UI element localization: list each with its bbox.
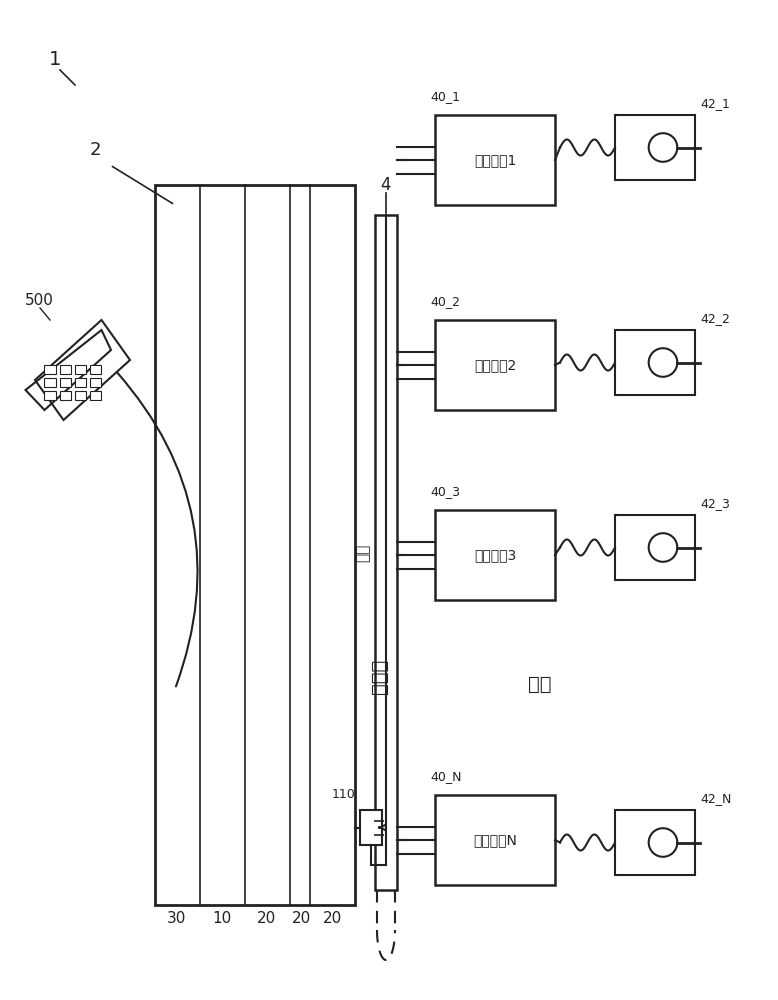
Text: 42_3: 42_3 <box>700 497 730 510</box>
Text: 42_2: 42_2 <box>700 312 730 325</box>
FancyBboxPatch shape <box>90 391 101 400</box>
FancyBboxPatch shape <box>90 365 101 374</box>
FancyBboxPatch shape <box>435 510 555 600</box>
Text: 30: 30 <box>167 911 187 926</box>
Text: 4: 4 <box>380 176 391 194</box>
FancyBboxPatch shape <box>435 115 555 205</box>
FancyBboxPatch shape <box>44 378 56 387</box>
Text: 1: 1 <box>49 50 61 69</box>
Text: 20: 20 <box>293 911 312 926</box>
FancyBboxPatch shape <box>615 810 695 875</box>
FancyBboxPatch shape <box>615 330 695 395</box>
FancyBboxPatch shape <box>375 215 397 890</box>
FancyBboxPatch shape <box>44 391 56 400</box>
Text: 2: 2 <box>89 141 100 159</box>
FancyBboxPatch shape <box>615 515 695 580</box>
Text: 40_2: 40_2 <box>430 295 460 308</box>
FancyBboxPatch shape <box>44 365 56 374</box>
Text: 远程装置2: 远程装置2 <box>474 358 516 372</box>
Text: 110: 110 <box>331 788 355 801</box>
Text: ・・: ・・ <box>528 675 552 694</box>
Text: 20: 20 <box>258 911 277 926</box>
FancyBboxPatch shape <box>155 185 355 905</box>
Text: 42_1: 42_1 <box>700 97 730 110</box>
Text: 远程装置3: 远程装置3 <box>474 548 516 562</box>
Text: 42_N: 42_N <box>700 792 731 805</box>
FancyBboxPatch shape <box>90 378 101 387</box>
FancyBboxPatch shape <box>60 391 71 400</box>
Text: 分组: 分组 <box>356 544 370 562</box>
Text: 40_3: 40_3 <box>430 485 460 498</box>
FancyBboxPatch shape <box>360 810 382 845</box>
FancyBboxPatch shape <box>60 365 71 374</box>
Text: 40_1: 40_1 <box>430 90 460 103</box>
FancyBboxPatch shape <box>75 378 86 387</box>
Text: 10: 10 <box>212 911 232 926</box>
Text: ・・・: ・・・ <box>370 659 389 694</box>
Text: 40_N: 40_N <box>430 770 461 783</box>
FancyBboxPatch shape <box>75 391 86 400</box>
Text: 500: 500 <box>25 293 54 308</box>
Text: 远程装置1: 远程装置1 <box>474 153 516 167</box>
Text: 远程装置N: 远程装置N <box>473 833 517 847</box>
FancyBboxPatch shape <box>75 365 86 374</box>
FancyBboxPatch shape <box>435 320 555 410</box>
FancyBboxPatch shape <box>435 795 555 885</box>
FancyBboxPatch shape <box>615 115 695 180</box>
Text: 20: 20 <box>324 911 342 926</box>
FancyBboxPatch shape <box>60 378 71 387</box>
